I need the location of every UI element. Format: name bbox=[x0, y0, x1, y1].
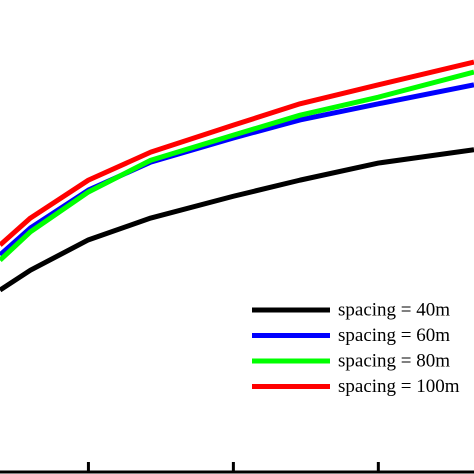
legend-label: spacing = 60m bbox=[338, 325, 450, 346]
line-series bbox=[0, 59, 474, 247]
line-series bbox=[0, 147, 474, 293]
legend-label: spacing = 80m bbox=[338, 350, 450, 371]
line-series bbox=[0, 69, 474, 263]
legend-label: spacing = 40m bbox=[338, 299, 450, 320]
legend-label: spacing = 100m bbox=[338, 376, 460, 397]
line-series bbox=[0, 82, 474, 257]
